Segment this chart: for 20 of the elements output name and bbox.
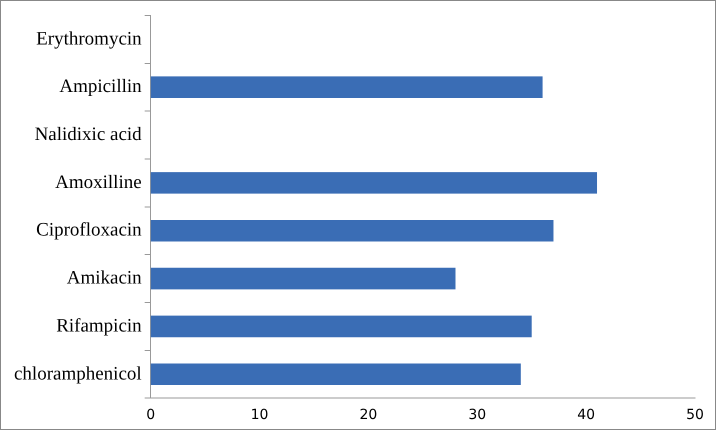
- y-tick-label: Amoxilline: [55, 172, 142, 193]
- bar: [150, 76, 543, 98]
- y-tick-label: Ampicillin: [59, 76, 142, 98]
- y-tick-label: Nalidixic acid: [34, 124, 142, 146]
- bar: [150, 364, 521, 386]
- bar: [150, 220, 554, 242]
- y-tick-label: Rifampicin: [56, 315, 142, 336]
- y-tick-label: chloramphenicol: [14, 363, 142, 384]
- bar: [150, 316, 532, 338]
- x-tick-label: 30: [468, 407, 486, 424]
- bar: [150, 268, 456, 290]
- x-tick-label: 40: [577, 407, 596, 424]
- x-tick-label: 10: [250, 407, 268, 424]
- y-tick-label: Erythromycin: [36, 28, 142, 50]
- bar: [150, 172, 598, 194]
- x-tick-label: 0: [146, 407, 156, 424]
- x-tick-label: 50: [686, 407, 704, 424]
- y-tick-label: Ciprofloxacin: [36, 220, 142, 241]
- y-tick-label: Amikacin: [66, 268, 142, 289]
- x-tick-label: 20: [359, 407, 378, 424]
